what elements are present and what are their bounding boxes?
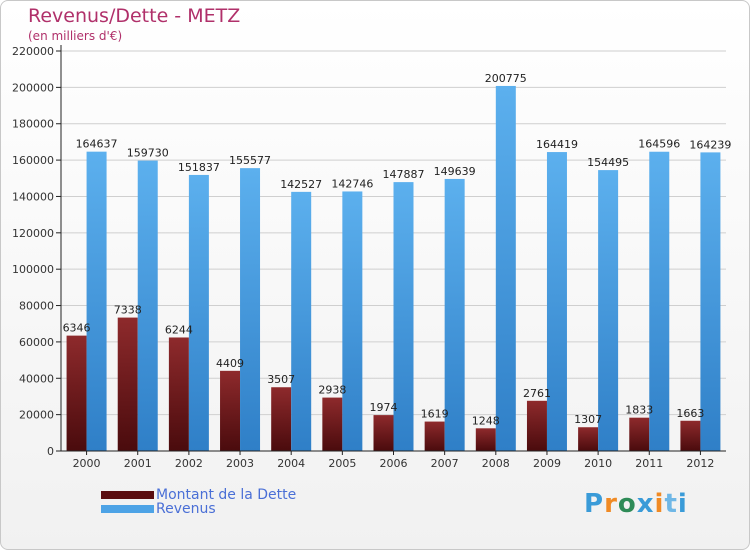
y-tick-label: 20000 <box>19 409 54 422</box>
logo-letter: o <box>617 489 637 519</box>
x-tick-label: 2005 <box>328 457 356 470</box>
data-label-debt: 6346 <box>63 322 91 335</box>
legend-swatch-revenue <box>101 505 154 513</box>
bar-revenue <box>495 85 516 452</box>
bar-debt <box>220 370 241 451</box>
x-tick-label: 2012 <box>686 457 714 470</box>
data-label-debt: 3507 <box>267 373 295 386</box>
bar-revenue <box>598 170 619 451</box>
legend-label-debt: Montant de la Dette <box>156 487 297 503</box>
data-label-debt: 1663 <box>676 407 704 420</box>
data-label-debt: 1833 <box>625 404 653 417</box>
y-tick-label: 140000 <box>12 190 54 203</box>
data-label-revenue: 149639 <box>434 165 476 178</box>
bar-debt <box>475 428 496 451</box>
bar-revenue <box>444 178 465 452</box>
x-tick-label: 2002 <box>175 457 203 470</box>
bar-revenue <box>393 182 414 451</box>
y-tick-label: 120000 <box>12 227 54 240</box>
bar-debt <box>424 421 445 451</box>
y-tick-label: 40000 <box>19 372 54 385</box>
bar-revenue <box>700 152 721 451</box>
bar-debt <box>66 335 87 451</box>
x-tick-label: 2006 <box>380 457 408 470</box>
data-label-revenue: 155577 <box>229 154 271 167</box>
y-tick-label: 160000 <box>12 154 54 167</box>
data-label-revenue: 164239 <box>689 138 731 151</box>
data-label-revenue: 164419 <box>536 138 578 151</box>
bar-debt <box>526 400 547 451</box>
data-label-revenue: 164637 <box>76 138 118 151</box>
bar-debt <box>680 420 701 451</box>
bar-revenue <box>137 160 158 451</box>
bar-debt <box>117 317 138 451</box>
data-label-revenue: 164596 <box>638 138 680 151</box>
logo-letter: i <box>654 489 665 519</box>
data-label-revenue: 200775 <box>485 72 527 85</box>
data-label-revenue: 142746 <box>331 177 373 190</box>
data-label-debt: 7338 <box>114 304 142 317</box>
logo-letter: P <box>584 489 605 519</box>
bar-debt <box>168 337 189 451</box>
labels-layer: 6346 164637 7338 159730 6244 151837 4409 155577… <box>63 72 732 427</box>
bar-debt <box>322 397 343 451</box>
y-tick-label: 180000 <box>12 118 54 131</box>
bar-revenue <box>188 174 209 451</box>
x-tick-label: 2003 <box>226 457 254 470</box>
chart-title: Revenus/Dette - METZ <box>28 5 241 27</box>
data-label-debt: 2938 <box>318 384 346 397</box>
y-tick-label: 60000 <box>19 336 54 349</box>
logo-letter: t <box>664 489 678 519</box>
y-tick-label: 220000 <box>12 45 54 58</box>
y-tick-label: 200000 <box>12 81 54 94</box>
bar-revenue <box>291 191 312 452</box>
x-tick-label: 2010 <box>584 457 612 470</box>
y-tick-label: 0 <box>47 445 54 458</box>
logo-letter: x <box>636 489 655 519</box>
data-label-debt: 1307 <box>574 413 602 426</box>
bars-layer <box>66 85 721 452</box>
data-label-revenue: 151837 <box>178 161 220 174</box>
x-tick-label: 2011 <box>635 457 663 470</box>
x-tick-label: 2004 <box>277 457 305 470</box>
legend-label-revenue: Revenus <box>156 501 216 517</box>
data-label-debt: 4409 <box>216 357 244 370</box>
logo-letter: i <box>677 489 688 519</box>
bar-debt <box>629 417 650 451</box>
y-tick-label: 100000 <box>12 263 54 276</box>
data-label-debt: 1619 <box>421 408 449 421</box>
bar-revenue <box>649 151 670 451</box>
bar-revenue <box>240 168 261 451</box>
x-tick-label: 2001 <box>124 457 152 470</box>
x-tick-label: 2008 <box>482 457 510 470</box>
legend-swatch-debt <box>101 491 154 499</box>
x-tick-label: 2009 <box>533 457 561 470</box>
proxiti-logo: Proxiti <box>584 489 688 519</box>
chart-subtitle: (en milliers d'€) <box>28 29 123 43</box>
logo-letter: r <box>604 489 618 519</box>
data-label-revenue: 147887 <box>383 168 425 181</box>
data-label-debt: 1974 <box>370 401 398 414</box>
y-tick-label: 80000 <box>19 300 54 313</box>
bar-revenue <box>546 152 567 451</box>
x-tick-label: 2000 <box>73 457 101 470</box>
bar-revenue <box>342 191 363 451</box>
x-tick-label: 2007 <box>431 457 459 470</box>
data-label-debt: 1248 <box>472 414 500 427</box>
bar-debt <box>578 427 599 451</box>
bar-debt <box>373 415 394 451</box>
data-label-revenue: 142527 <box>280 178 322 191</box>
data-label-debt: 2761 <box>523 387 551 400</box>
bar-debt <box>271 387 292 451</box>
data-label-revenue: 159730 <box>127 147 169 160</box>
data-label-revenue: 154495 <box>587 156 629 169</box>
data-label-debt: 6244 <box>165 323 193 336</box>
axis-layer: 0 20000 40000 60000 80000 100000 120000 140000 1… <box>12 45 726 470</box>
bar-revenue <box>86 151 107 451</box>
